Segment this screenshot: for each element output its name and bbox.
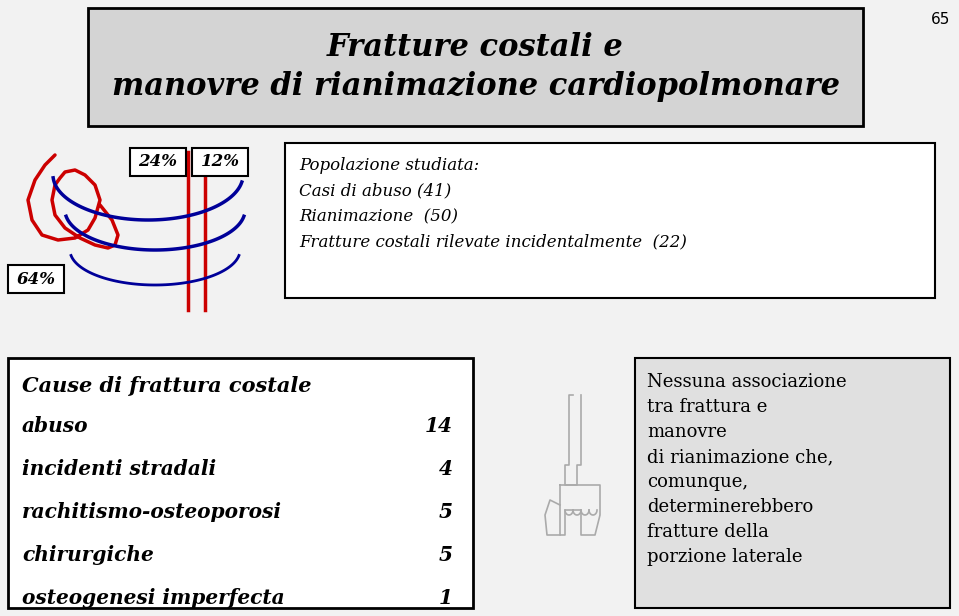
Text: 1: 1 xyxy=(439,588,453,608)
Text: Cause di frattura costale: Cause di frattura costale xyxy=(22,376,312,396)
Text: 4: 4 xyxy=(439,459,453,479)
Text: 24%: 24% xyxy=(138,153,177,171)
Text: chirurgiche: chirurgiche xyxy=(22,545,153,565)
Bar xyxy=(8,265,64,293)
Text: Fratture costali e
manovre di rianimazione cardiopolmonare: Fratture costali e manovre di rianimazio… xyxy=(111,32,839,102)
Bar xyxy=(285,143,935,298)
Text: rachitismo-osteoporosi: rachitismo-osteoporosi xyxy=(22,502,282,522)
Text: 64%: 64% xyxy=(16,270,56,288)
Text: Nessuna associazione
tra frattura e
manovre
di rianimazione che,
comunque,
deter: Nessuna associazione tra frattura e mano… xyxy=(647,373,847,566)
Text: 5: 5 xyxy=(439,545,453,565)
Text: Popolazione studiata:
Casi di abuso (41)
Rianimazione  (50)
Fratture costali ril: Popolazione studiata: Casi di abuso (41)… xyxy=(299,157,687,250)
Bar xyxy=(8,358,473,608)
Text: incidenti stradali: incidenti stradali xyxy=(22,459,216,479)
Bar xyxy=(88,8,863,126)
Text: 5: 5 xyxy=(439,502,453,522)
Text: osteogenesi imperfecta: osteogenesi imperfecta xyxy=(22,588,285,608)
Text: 14: 14 xyxy=(425,416,453,436)
Bar xyxy=(192,148,248,176)
Text: abuso: abuso xyxy=(22,416,88,436)
Bar xyxy=(635,358,950,608)
Text: 12%: 12% xyxy=(200,153,240,171)
Text: 65: 65 xyxy=(930,12,950,27)
Bar xyxy=(130,148,186,176)
